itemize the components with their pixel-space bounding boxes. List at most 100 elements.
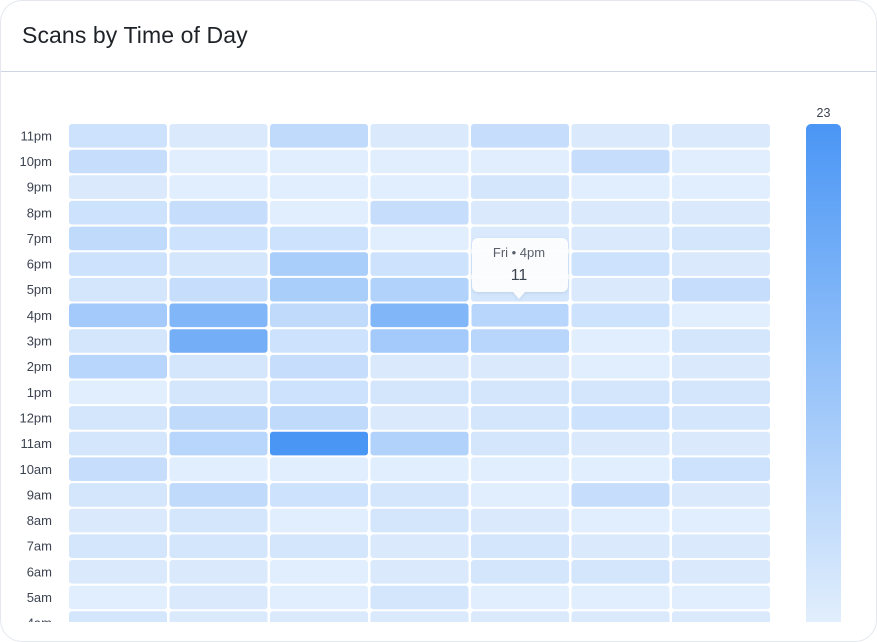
heatmap-cell[interactable] [69,303,167,328]
heatmap-cell[interactable] [270,124,368,148]
heatmap-cell[interactable] [672,508,770,533]
heatmap-cell[interactable] [69,226,167,251]
heatmap-cell[interactable] [571,585,670,610]
heatmap-cell[interactable] [169,303,268,328]
heatmap-cell[interactable] [672,483,770,507]
heatmap-cell[interactable] [169,329,268,353]
heatmap-cell[interactable] [270,303,368,328]
heatmap-cell[interactable] [270,149,368,174]
heatmap-cell[interactable] [672,149,770,174]
heatmap-cell[interactable] [169,611,268,622]
heatmap-cell[interactable] [471,329,569,353]
heatmap-cell[interactable] [471,149,569,174]
heatmap-cell[interactable] [672,354,770,379]
heatmap-cell[interactable] [169,380,268,405]
heatmap-cell[interactable] [672,277,770,302]
heatmap-cell[interactable] [169,483,268,507]
heatmap-cell[interactable] [571,611,670,622]
heatmap-cell[interactable] [169,226,268,251]
heatmap-cell[interactable] [571,354,670,379]
heatmap-cell[interactable] [370,277,469,302]
heatmap-cell[interactable] [69,252,167,276]
heatmap-cell[interactable] [672,534,770,558]
heatmap-cell[interactable] [672,124,770,148]
heatmap-cell[interactable] [672,457,770,481]
heatmap-cell[interactable] [169,175,268,199]
heatmap-cell[interactable] [672,200,770,225]
heatmap-cell[interactable] [370,354,469,379]
heatmap-cell[interactable] [370,329,469,353]
heatmap-cell[interactable] [69,406,167,430]
heatmap-cell[interactable] [571,252,670,276]
heatmap-cell[interactable] [370,585,469,610]
heatmap-cell[interactable] [370,483,469,507]
heatmap-cell[interactable] [270,354,368,379]
heatmap-cell[interactable] [471,431,569,456]
heatmap-cell[interactable] [270,508,368,533]
heatmap-cell[interactable] [370,252,469,276]
heatmap-cell[interactable] [370,149,469,174]
heatmap-cell[interactable] [571,124,670,148]
heatmap-cell[interactable] [169,200,268,225]
heatmap-cell[interactable] [571,431,670,456]
heatmap-cell[interactable] [270,406,368,430]
heatmap-cell[interactable] [370,534,469,558]
heatmap-cell[interactable] [270,380,368,405]
heatmap-cell[interactable] [69,534,167,558]
heatmap-cell[interactable] [571,329,670,353]
heatmap-cell[interactable] [169,252,268,276]
heatmap-cell[interactable] [672,585,770,610]
heatmap-cell[interactable] [471,354,569,379]
heatmap-cell[interactable] [270,611,368,622]
heatmap-cell[interactable] [672,175,770,199]
heatmap-cell[interactable] [69,380,167,405]
heatmap-cell[interactable] [169,508,268,533]
heatmap-cell[interactable] [470,303,570,328]
heatmap-cell[interactable] [471,457,569,481]
heatmap-cell[interactable] [370,431,469,456]
heatmap-cell[interactable] [169,149,268,174]
heatmap-cell[interactable] [571,380,670,405]
heatmap-cell[interactable] [270,457,368,481]
heatmap-cell[interactable] [571,277,670,302]
heatmap-cell[interactable] [370,303,469,328]
heatmap-cell[interactable] [69,175,167,199]
heatmap-cell[interactable] [270,483,368,507]
heatmap-cell[interactable] [471,611,569,622]
heatmap-cell[interactable] [270,200,368,225]
heatmap-cell[interactable] [370,457,469,481]
heatmap-cell[interactable] [672,560,770,584]
heatmap-cell[interactable] [169,354,268,379]
heatmap-cell[interactable] [69,457,167,481]
heatmap-cell[interactable] [169,585,268,610]
heatmap-cell[interactable] [672,406,770,430]
heatmap-cell[interactable] [571,560,670,584]
heatmap-cell[interactable] [69,149,167,174]
heatmap-cell[interactable] [69,329,167,353]
heatmap-cell[interactable] [270,534,368,558]
heatmap-cell[interactable] [370,380,469,405]
heatmap-cell[interactable] [270,560,368,584]
heatmap-cell[interactable] [571,534,670,558]
heatmap-cell[interactable] [69,354,167,379]
heatmap-cell[interactable] [69,611,167,622]
heatmap-cell[interactable] [69,200,167,225]
heatmap-cell[interactable] [471,508,569,533]
heatmap-cell[interactable] [672,226,770,251]
heatmap-cell[interactable] [471,560,569,584]
heatmap-cell[interactable] [370,226,469,251]
heatmap-cell[interactable] [672,252,770,276]
heatmap-cell[interactable] [370,124,469,148]
heatmap-cell[interactable] [270,431,368,456]
heatmap-cell[interactable] [169,406,268,430]
heatmap-cell[interactable] [169,560,268,584]
heatmap-cell[interactable] [169,124,268,148]
heatmap-cell[interactable] [672,329,770,353]
heatmap-cell[interactable] [571,303,670,328]
heatmap-cell[interactable] [270,277,368,302]
heatmap-cell[interactable] [270,252,368,276]
heatmap-cell[interactable] [571,175,670,199]
heatmap-cell[interactable] [571,457,670,481]
heatmap-cell[interactable] [672,611,770,622]
heatmap-cell[interactable] [169,534,268,558]
